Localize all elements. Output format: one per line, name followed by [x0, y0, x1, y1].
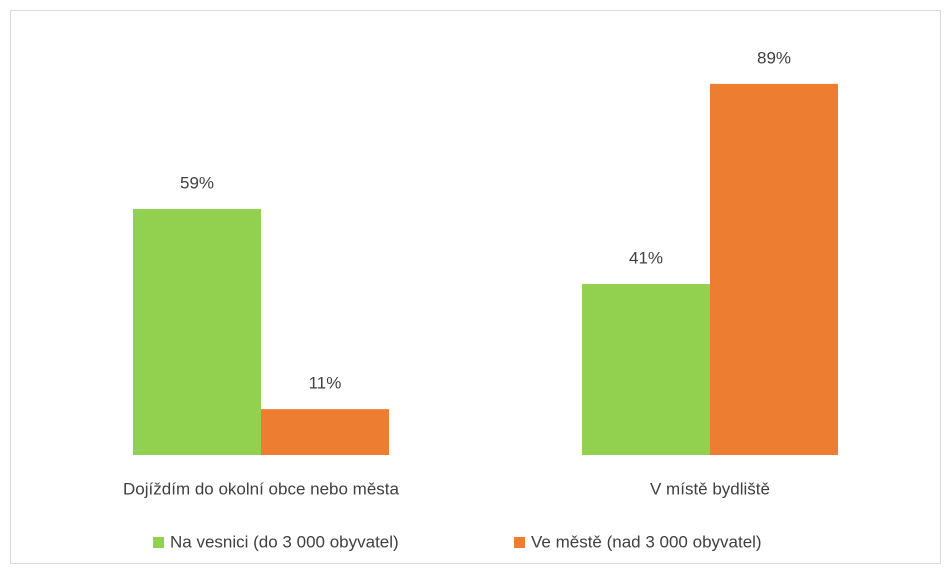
bar [710, 83, 838, 456]
data-label: 89% [757, 48, 791, 67]
x-tick-label: Dojíždím do okolní obce nebo města [123, 479, 399, 498]
bar [582, 284, 710, 455]
bar [133, 208, 261, 455]
data-label: 59% [180, 173, 214, 192]
legend-label: Na vesnici (do 3 000 obyvatel) [170, 532, 399, 551]
data-label: 11% [309, 374, 342, 393]
legend-swatch [153, 537, 164, 548]
data-label: 41% [629, 249, 663, 268]
legend-swatch [514, 537, 525, 548]
bar [261, 409, 389, 455]
legend-label: Ve městě (nad 3 000 obyvatel) [531, 532, 762, 551]
x-tick-label: V místě bydliště [650, 479, 770, 498]
